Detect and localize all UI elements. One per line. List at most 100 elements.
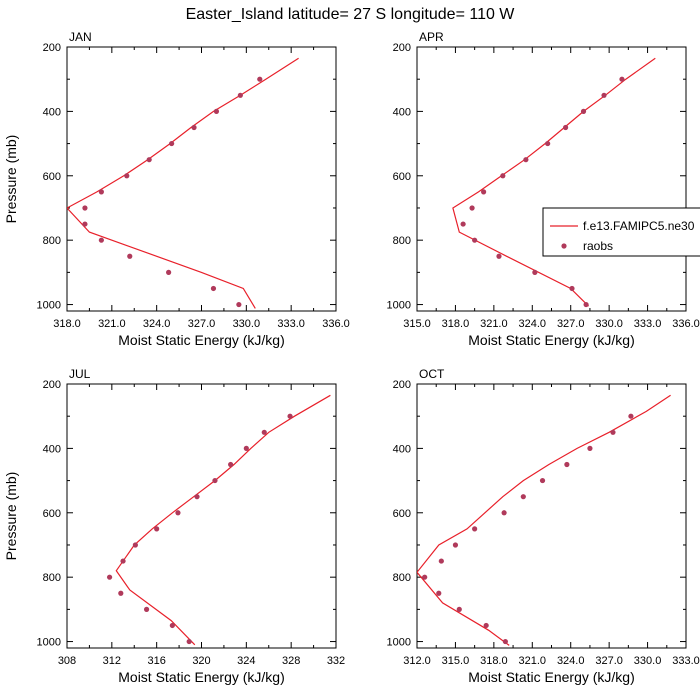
y-tick-label-jul: 600	[43, 508, 61, 520]
x-tick-label-jul: 332	[327, 655, 345, 667]
x-tick-label-oct: 321.0	[519, 655, 547, 667]
obs-point-oct	[501, 510, 507, 516]
obs-point-oct	[436, 590, 442, 596]
obs-point-jan	[237, 92, 243, 98]
x-tick-label-apr: 330.0	[595, 318, 623, 330]
obs-point-apr	[523, 157, 529, 163]
x-tick-label-oct: 330.0	[634, 655, 662, 667]
y-tick-label-oct: 600	[393, 508, 411, 520]
y-tick-label-jul: 1000	[37, 637, 61, 649]
obs-point-jul	[143, 606, 150, 612]
x-tick-label-apr: 315.0	[403, 318, 431, 330]
obs-point-jan	[124, 173, 130, 179]
y-tick-label-apr: 800	[393, 235, 411, 247]
x-tick-label-oct: 315.0	[442, 655, 470, 667]
obs-point-jul	[154, 526, 160, 532]
obs-point-apr	[545, 140, 551, 147]
y-tick-label-jan: 1000	[37, 300, 61, 312]
obs-point-apr	[569, 285, 575, 292]
y-tick-label-oct: 1000	[387, 637, 411, 649]
x-tick-label-jan: 333.0	[277, 318, 305, 330]
x-tick-label-apr: 327.0	[557, 318, 585, 330]
obs-point-apr	[583, 301, 589, 308]
x-tick-label-jan: 321.0	[98, 318, 126, 330]
obs-point-apr	[562, 124, 569, 131]
obs-point-jul	[212, 477, 218, 484]
legend-model-label: f.e13.FAMIPC5.ne30	[583, 219, 695, 233]
obs-point-jan	[236, 301, 242, 308]
obs-point-jul	[118, 590, 124, 596]
legend-obs-marker	[561, 243, 567, 249]
data-area-jul	[106, 394, 331, 646]
x-tick-label-apr: 336.0	[672, 318, 700, 330]
obs-point-oct	[610, 429, 616, 435]
y-tick-label-apr: 1000	[387, 300, 411, 312]
x-tick-label-apr: 318.0	[442, 318, 470, 330]
panel-jan: 318.0 321.0 324.0 327.0 330.0 333.0 336.0 200 40…	[3, 30, 350, 348]
model-line-jul	[115, 394, 331, 646]
panel-oct: 312.0 315.0 318.0 321.0 324.0 327.0 330.0 333.0…	[387, 367, 700, 685]
y-tick-label-apr: 400	[393, 106, 411, 118]
y-tick-label-jan: 200	[43, 42, 61, 54]
panel-label-oct: OCT	[419, 367, 445, 381]
obs-point-oct	[452, 542, 459, 548]
obs-point-apr	[532, 269, 538, 275]
y-axis-title-jan: Pressure (mb)	[3, 135, 19, 224]
panel-jul: 308 312 316 320 324 328 332 200 400 600 800 1000 JUL…	[3, 367, 345, 685]
obs-point-jan	[191, 124, 197, 131]
plot-frame-jul	[66, 383, 337, 649]
obs-point-apr	[580, 108, 587, 114]
obs-point-oct	[422, 574, 428, 580]
y-tick-label-jul: 200	[43, 379, 61, 391]
x-tick-label-apr: 321.0	[480, 318, 508, 330]
obs-point-oct	[472, 526, 478, 532]
x-tick-label-jan: 318.0	[53, 318, 81, 330]
y-tick-label-apr: 200	[393, 42, 411, 54]
obs-point-oct	[438, 558, 444, 564]
x-tick-label-jul: 312	[103, 655, 121, 667]
data-area-jan	[67, 57, 299, 309]
obs-point-jan	[82, 221, 88, 227]
x-tick-label-jul: 308	[58, 655, 76, 667]
x-tick-label-oct: 333.0	[672, 655, 700, 667]
obs-point-oct	[587, 445, 593, 451]
obs-point-jul	[194, 494, 200, 500]
plot-frame-apr	[416, 46, 687, 312]
obs-point-jul	[243, 445, 249, 451]
obs-point-apr	[460, 221, 466, 227]
obs-point-apr	[496, 253, 502, 259]
x-tick-label-apr: 333.0	[634, 318, 662, 330]
obs-point-jul	[287, 413, 293, 419]
y-tick-label-jan: 400	[43, 106, 61, 118]
model-line-jan	[67, 57, 299, 309]
obs-point-jul	[175, 510, 181, 516]
obs-point-oct	[483, 622, 489, 629]
data-area-oct	[417, 394, 671, 646]
x-axis-title-jan: Moist Static Energy (kJ/kg)	[118, 332, 285, 348]
x-tick-label-jan: 336.0	[322, 318, 350, 330]
obs-point-jul	[106, 574, 113, 580]
y-tick-label-jul: 400	[43, 443, 61, 455]
obs-point-oct	[564, 461, 570, 468]
obs-point-oct	[520, 494, 526, 500]
x-tick-label-oct: 312.0	[403, 655, 431, 667]
obs-point-apr	[472, 237, 478, 243]
x-tick-label-jul: 324	[237, 655, 255, 667]
x-tick-label-jul: 320	[192, 655, 210, 667]
figure-title: Easter_Island latitude= 27 S longitude= …	[186, 6, 516, 23]
x-axis-title-jul: Moist Static Energy (kJ/kg)	[118, 669, 285, 685]
obs-point-jul	[169, 622, 175, 629]
x-tick-label-jul: 316	[147, 655, 165, 667]
obs-point-jan	[98, 237, 104, 243]
x-tick-label-oct: 318.0	[480, 655, 508, 667]
obs-point-jul	[132, 542, 138, 548]
obs-point-jan	[257, 76, 263, 82]
model-line-oct	[417, 394, 671, 646]
legend-box	[542, 207, 700, 257]
panels: 318.0 321.0 324.0 327.0 330.0 333.0 336.0 200 40…	[3, 30, 700, 685]
obs-point-jan	[213, 108, 220, 114]
obs-point-oct	[502, 638, 508, 645]
x-tick-label-oct: 327.0	[595, 655, 623, 667]
obs-point-apr	[500, 173, 506, 179]
